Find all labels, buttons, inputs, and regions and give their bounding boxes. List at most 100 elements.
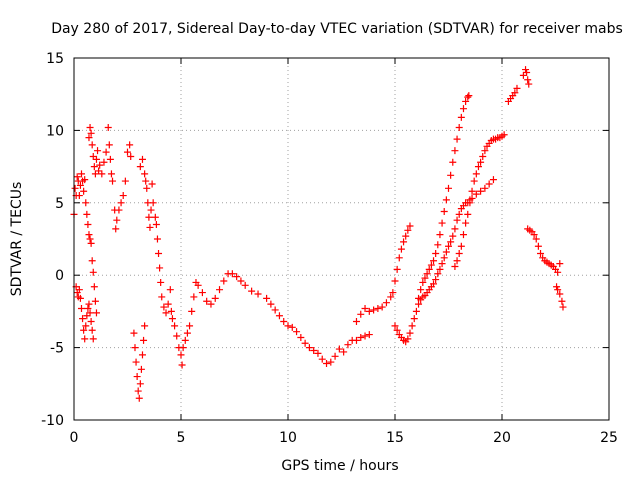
data-point: [402, 232, 410, 240]
plot-frame: [73, 57, 610, 421]
data-point: [132, 358, 140, 366]
data-point: [323, 360, 331, 368]
data-point: [94, 147, 102, 155]
data-point: [481, 184, 489, 192]
data-point: [178, 361, 186, 369]
data-point: [365, 307, 373, 315]
y-tick-label: 5: [55, 196, 64, 212]
data-point: [477, 187, 485, 195]
data-point: [378, 303, 386, 311]
series-F: [389, 222, 414, 297]
data-point: [280, 318, 288, 326]
data-point: [117, 199, 125, 207]
data-point: [447, 238, 455, 246]
data-point: [254, 290, 262, 298]
data-point: [395, 254, 403, 262]
data-point: [233, 273, 241, 281]
data-point: [288, 323, 296, 331]
data-point: [85, 300, 93, 308]
data-point: [141, 170, 149, 178]
data-point: [131, 344, 139, 352]
data-point: [451, 225, 459, 233]
data-point: [143, 184, 151, 192]
data-point: [141, 322, 149, 330]
data-point: [297, 333, 305, 341]
data-point: [130, 329, 138, 337]
data-point: [85, 134, 93, 142]
data-point: [127, 152, 135, 160]
data-point: [440, 254, 448, 262]
data-point: [357, 310, 365, 318]
series-J: [504, 66, 533, 105]
data-point: [89, 335, 97, 343]
data-point: [419, 278, 427, 286]
data-point: [148, 180, 156, 188]
data-point: [115, 206, 123, 214]
data-point: [237, 277, 245, 285]
data-point: [305, 344, 313, 352]
data-point: [140, 336, 148, 344]
data-point: [340, 348, 348, 356]
data-point: [146, 223, 154, 231]
data-point: [156, 264, 164, 272]
data-point: [556, 290, 564, 298]
data-point: [112, 225, 120, 233]
data-point: [88, 326, 96, 334]
data-point: [75, 192, 83, 200]
data-point: [447, 171, 455, 179]
data-point: [166, 286, 174, 294]
data-point: [391, 322, 399, 330]
data-point: [352, 336, 360, 344]
data-point: [453, 135, 461, 143]
data-points: [70, 66, 567, 402]
data-point: [382, 299, 390, 307]
data-point: [453, 216, 461, 224]
data-point: [138, 155, 146, 163]
data-point: [83, 210, 91, 218]
series-E: [151, 213, 395, 369]
data-point: [152, 221, 160, 229]
data-point: [183, 329, 191, 337]
data-point: [468, 187, 476, 195]
data-point: [85, 231, 93, 239]
data-point: [113, 216, 121, 224]
data-point: [198, 289, 206, 297]
x-tick-label: 0: [70, 430, 79, 446]
data-point: [445, 184, 452, 192]
data-point: [133, 373, 141, 381]
data-point: [177, 351, 185, 359]
data-point: [179, 344, 187, 352]
data-point: [153, 235, 161, 243]
data-point: [126, 141, 134, 149]
data-point: [79, 315, 87, 323]
data-point: [220, 277, 228, 285]
data-point: [149, 199, 157, 207]
data-point: [477, 158, 485, 166]
data-point: [410, 315, 418, 323]
data-point: [451, 147, 459, 155]
data-point: [397, 245, 405, 253]
data-point: [314, 349, 322, 357]
data-point: [459, 105, 467, 113]
data-point: [77, 305, 85, 313]
data-point: [211, 294, 219, 302]
data-point: [459, 231, 467, 239]
x-tick-label: 15: [386, 430, 404, 446]
data-point: [284, 322, 292, 330]
data-point: [470, 177, 478, 185]
y-tick-label: 15: [46, 51, 64, 67]
data-point: [135, 394, 143, 402]
data-point: [534, 242, 542, 250]
data-point: [188, 307, 196, 315]
data-point: [71, 184, 79, 192]
data-point: [109, 177, 117, 185]
data-point: [525, 80, 533, 88]
data-point: [472, 170, 480, 178]
data-point: [421, 274, 429, 282]
data-point: [485, 180, 493, 188]
data-point: [462, 97, 470, 105]
y-tick-label: 0: [55, 268, 64, 284]
data-point: [554, 286, 562, 294]
data-point: [455, 210, 463, 218]
